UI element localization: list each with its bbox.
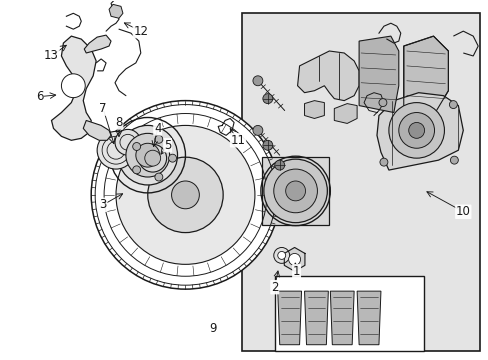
- Polygon shape: [284, 247, 305, 271]
- Circle shape: [147, 157, 223, 233]
- Circle shape: [139, 144, 166, 172]
- Circle shape: [273, 169, 317, 213]
- Polygon shape: [83, 121, 111, 140]
- Circle shape: [136, 143, 160, 167]
- Circle shape: [132, 166, 141, 174]
- Polygon shape: [51, 36, 96, 140]
- Text: 5: 5: [163, 139, 171, 152]
- Circle shape: [252, 125, 263, 135]
- Text: 7: 7: [99, 102, 107, 115]
- Circle shape: [277, 251, 285, 260]
- Bar: [242, 13, 479, 351]
- Circle shape: [448, 100, 456, 109]
- Circle shape: [171, 181, 199, 209]
- Polygon shape: [356, 291, 380, 345]
- Circle shape: [263, 94, 272, 104]
- Text: 3: 3: [99, 198, 106, 211]
- Circle shape: [263, 140, 272, 150]
- Text: 11: 11: [230, 134, 245, 147]
- Circle shape: [116, 125, 254, 264]
- Text: 2: 2: [270, 281, 278, 294]
- Circle shape: [165, 203, 177, 215]
- Circle shape: [155, 173, 163, 181]
- Circle shape: [165, 175, 177, 187]
- Circle shape: [408, 122, 424, 138]
- Circle shape: [285, 181, 305, 201]
- Circle shape: [168, 154, 176, 162]
- Text: 13: 13: [44, 49, 59, 63]
- Polygon shape: [304, 291, 327, 345]
- Text: 8: 8: [115, 116, 122, 129]
- Circle shape: [378, 99, 386, 107]
- Circle shape: [273, 247, 289, 264]
- Circle shape: [274, 160, 284, 170]
- Bar: [274, 276, 423, 351]
- Circle shape: [61, 74, 85, 98]
- Polygon shape: [297, 51, 358, 100]
- Polygon shape: [358, 36, 398, 113]
- Circle shape: [388, 103, 444, 158]
- Circle shape: [288, 253, 300, 265]
- Polygon shape: [403, 36, 447, 116]
- Text: 10: 10: [455, 205, 470, 218]
- Circle shape: [193, 203, 205, 215]
- Polygon shape: [277, 291, 301, 345]
- Circle shape: [97, 131, 135, 169]
- Polygon shape: [304, 100, 324, 118]
- Circle shape: [91, 100, 279, 289]
- Circle shape: [144, 150, 161, 166]
- Circle shape: [252, 76, 263, 86]
- Text: 1: 1: [292, 265, 300, 278]
- Circle shape: [118, 125, 177, 185]
- Polygon shape: [84, 35, 111, 53]
- Polygon shape: [334, 104, 356, 123]
- Circle shape: [193, 175, 205, 187]
- Polygon shape: [330, 291, 353, 345]
- Polygon shape: [109, 4, 122, 18]
- Circle shape: [155, 135, 163, 143]
- Text: 9: 9: [209, 322, 217, 336]
- Circle shape: [126, 133, 169, 177]
- Circle shape: [132, 143, 141, 150]
- Circle shape: [398, 113, 434, 148]
- Circle shape: [379, 158, 387, 166]
- Text: 4: 4: [154, 122, 161, 135]
- Circle shape: [115, 129, 141, 155]
- Bar: [262, 157, 328, 225]
- Text: 6: 6: [36, 90, 43, 103]
- Text: 12: 12: [133, 24, 148, 38]
- Circle shape: [264, 159, 326, 223]
- Circle shape: [449, 156, 457, 164]
- Polygon shape: [376, 93, 462, 170]
